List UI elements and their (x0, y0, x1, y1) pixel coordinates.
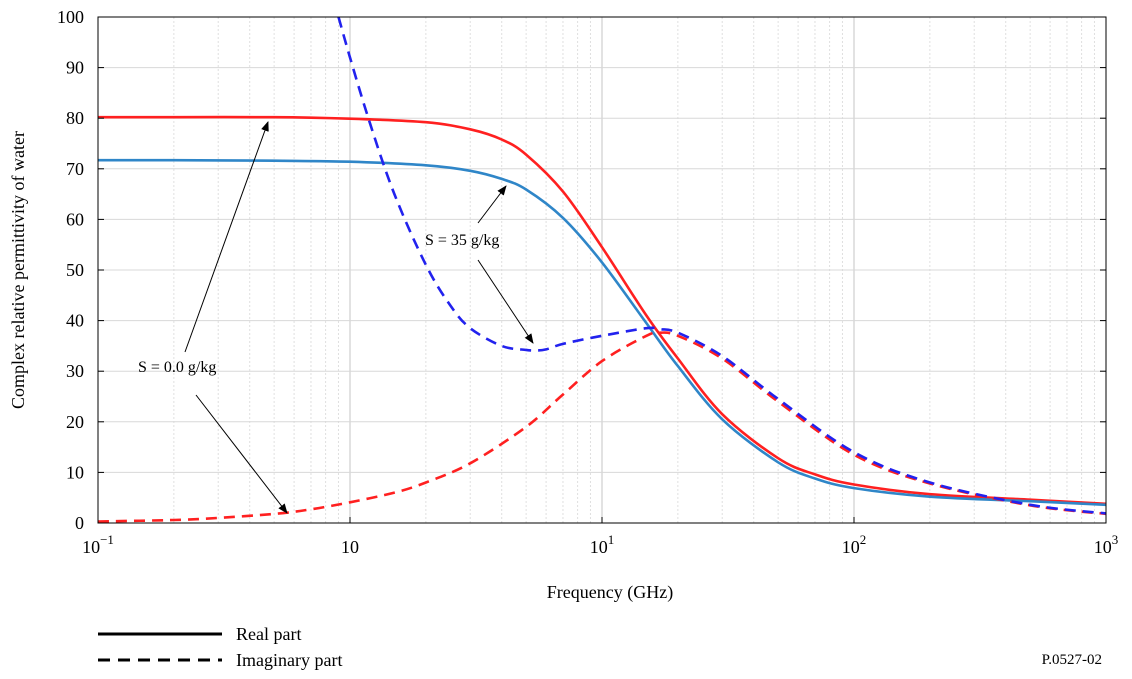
annotation-s00-label: S = 0.0 g/kg (138, 359, 216, 376)
legend-swatch-solid (98, 632, 222, 636)
y-tick-label: 90 (66, 58, 84, 78)
series-line-2 (97, 331, 1107, 523)
series-line-1 (97, 158, 1107, 507)
x-tick-label: 103 (1094, 532, 1119, 557)
grid (98, 17, 1106, 523)
legend-item-imaginary: Imaginary part (98, 647, 342, 673)
annotation-s35-arrow-up (477, 185, 507, 224)
y-axis-label: Complex relative permittivity of water (8, 131, 28, 409)
y-tick-label: 10 (66, 462, 84, 482)
x-tick-label: 10−1 (82, 532, 114, 557)
y-tick-label: 20 (66, 412, 84, 432)
series-group (97, 16, 1107, 523)
y-ticks: 0 10 20 30 40 50 60 70 80 90 100 (57, 7, 1106, 533)
y-tick-label: 80 (66, 108, 84, 128)
x-tick-label: 101 (590, 532, 615, 557)
y-tick-label: 0 (75, 513, 84, 533)
x-ticks: 10−1 10 101 102 103 (82, 517, 1118, 557)
figure-reference: P.0527-02 (1041, 652, 1102, 668)
legend-label-real: Real part (236, 623, 302, 644)
legend-label-imaginary: Imaginary part (236, 649, 343, 670)
annotation-s00-arrow-down (195, 394, 288, 514)
x-tick-label: 102 (842, 532, 867, 557)
annotation-s35: S = 35 g/kg (425, 185, 534, 344)
y-tick-label: 60 (66, 209, 84, 229)
annotation-s00: S = 0.0 g/kg (138, 121, 288, 514)
y-tick-label: 30 (66, 361, 84, 381)
y-tick-label: 50 (66, 260, 84, 280)
y-tick-label: 70 (66, 159, 84, 179)
annotation-s35-label: S = 35 g/kg (425, 232, 499, 249)
x-axis-label: Frequency (GHz) (547, 582, 673, 603)
legend: Real part Imaginary part (98, 621, 342, 673)
series-line-0 (97, 115, 1107, 506)
legend-swatch-dashed (98, 658, 222, 662)
legend-item-real: Real part (98, 621, 342, 647)
annotation-s00-arrow-up (184, 121, 269, 353)
x-tick-label: 10 (341, 537, 359, 557)
y-tick-label: 100 (57, 7, 84, 27)
series-line-3 (337, 16, 1107, 515)
annotation-s35-arrow-down (477, 259, 534, 344)
y-tick-label: 40 (66, 311, 84, 331)
